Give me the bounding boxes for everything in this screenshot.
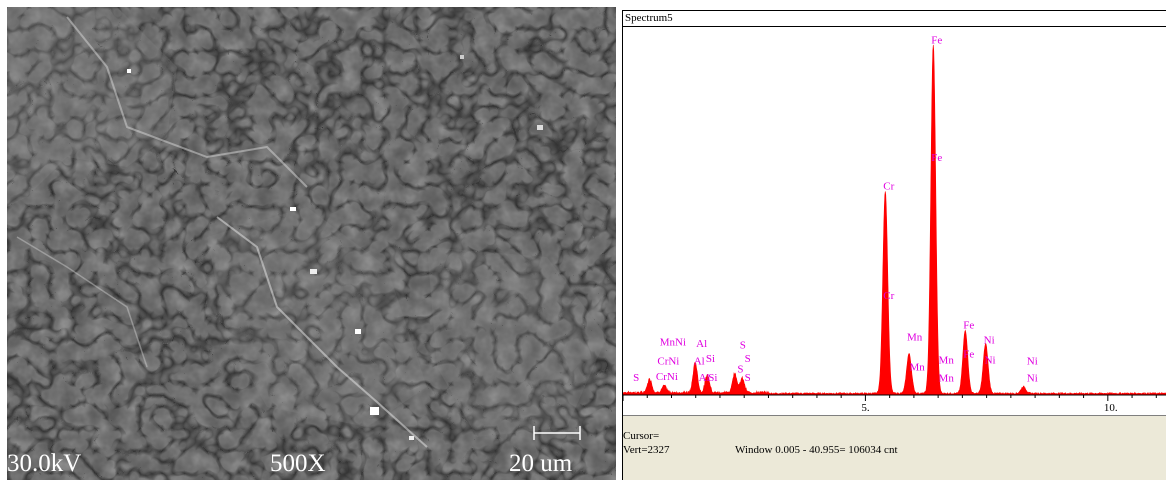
peak-label: Si [706,353,715,365]
peak-label: MnNi [660,337,686,349]
spectrum-panel: Spectrum5 5. 10. Fe Fe Cr Cr Fe Mn Ni Fe Mn Ni Mn Mn N… [622,10,1166,480]
peak-label: S [740,340,746,352]
peak-label: Ni [985,355,996,367]
cursor-readout: Cursor= [623,430,660,442]
peak-label: Si [708,372,717,384]
vert-readout: Vert=2327 [623,444,670,456]
spectrum-title: Spectrum5 [623,11,1166,27]
scale-label: 20 um [509,450,573,477]
peak-label: S [633,372,639,384]
peak-label: Al [694,355,705,367]
sem-micrograph: 30.0kV 500X 20 um [7,7,616,480]
peak-label: Cr [883,181,894,193]
peak-label: Ni [984,334,995,346]
peak-label: Mn [939,355,955,367]
peak-label: Mn [907,331,923,343]
micrograph-texture [7,7,616,480]
peak-label: Fe [931,34,942,46]
peak-label: Mn [909,361,925,373]
peak-label: S [745,372,751,384]
peak-label: Al [696,338,707,350]
peak-label: Fe [963,319,974,331]
peak-label: Fe [931,152,942,164]
peak-label: Ni [1027,355,1038,367]
peak-label: S [737,364,743,376]
peak-label: Fe [963,349,974,361]
magnification-label: 500X [270,450,326,477]
scale-bar [533,426,581,440]
peak-label: S [745,353,751,365]
window-readout: Window 0.005 - 40.955= 106034 cnt [735,444,898,456]
voltage-label: 30.0kV [7,450,82,477]
x-tick-label: 5. [861,402,870,414]
status-area: Cursor= Vert=2327 Window 0.005 - 40.955=… [623,415,1166,480]
spectrum-series [623,44,1166,396]
peak-label: Mn [939,373,955,385]
peak-label: CrNi [656,371,678,383]
peak-label: CrNi [657,355,679,367]
peak-label: Ni [1027,373,1038,385]
peak-label: Al [699,372,710,384]
x-tick-label: 10. [1104,402,1118,414]
peak-label: Cr [883,290,894,302]
